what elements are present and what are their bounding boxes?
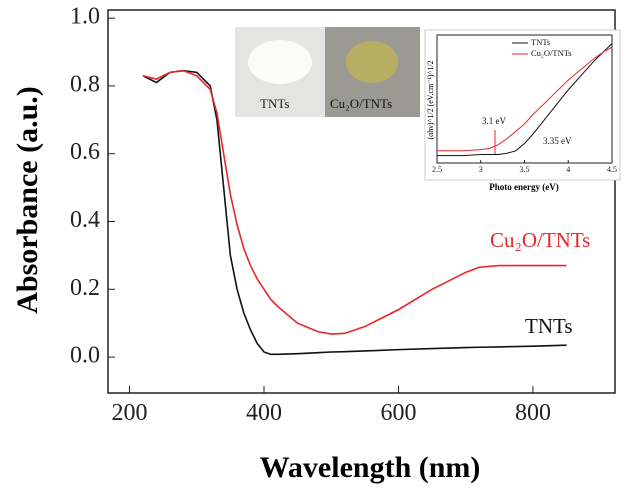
inset-y-title: (αhν)^1/2 (eV.cm⁻¹)^1/2	[426, 60, 435, 139]
y-tick-label: 0.8	[70, 71, 100, 97]
annotation: 3.1 eV	[482, 116, 506, 126]
series-line	[142, 69, 567, 335]
series-label: TNTs	[525, 314, 573, 338]
powder	[346, 41, 398, 83]
photo-label: Cu₂O/TNTs	[330, 96, 392, 111]
x-tick-label: 4	[566, 165, 570, 174]
x-tick-label: 2.5	[432, 165, 442, 174]
plot-frame	[107, 9, 616, 394]
photo-label: TNTs	[260, 96, 289, 111]
x-tick-label: 600	[380, 400, 416, 426]
y-tick-label: 0.2	[70, 275, 100, 301]
x-axis-title: Wavelength (nm)	[260, 451, 481, 484]
y-tick-label: 0.0	[70, 343, 100, 369]
series-line	[437, 43, 613, 157]
series-line	[437, 46, 613, 152]
x-tick-label: 3.5	[520, 165, 530, 174]
x-tick-label: 400	[246, 400, 282, 426]
legend-label: TNTs	[531, 37, 550, 47]
inset-x-title: Photo energy (eV)	[489, 182, 558, 192]
legend-label: Cu₂O/TNTs	[531, 48, 572, 58]
x-tick-label: 800	[515, 400, 551, 426]
y-tick-label: 0.6	[70, 139, 100, 165]
series-label: Cu₂O/TNTs	[490, 228, 590, 252]
annotation: 3.35 eV	[543, 136, 572, 146]
powder	[248, 40, 312, 84]
series-line	[142, 69, 567, 356]
inset-box	[424, 29, 621, 181]
x-tick-label: 4.5	[607, 165, 617, 174]
y-axis-title: Absorbance (a.u.)	[11, 86, 44, 314]
y-tick-label: 1.0	[70, 4, 100, 30]
x-tick-label: 200	[112, 400, 148, 426]
y-tick-label: 0.4	[70, 207, 100, 233]
x-tick-label: 3	[479, 165, 483, 174]
